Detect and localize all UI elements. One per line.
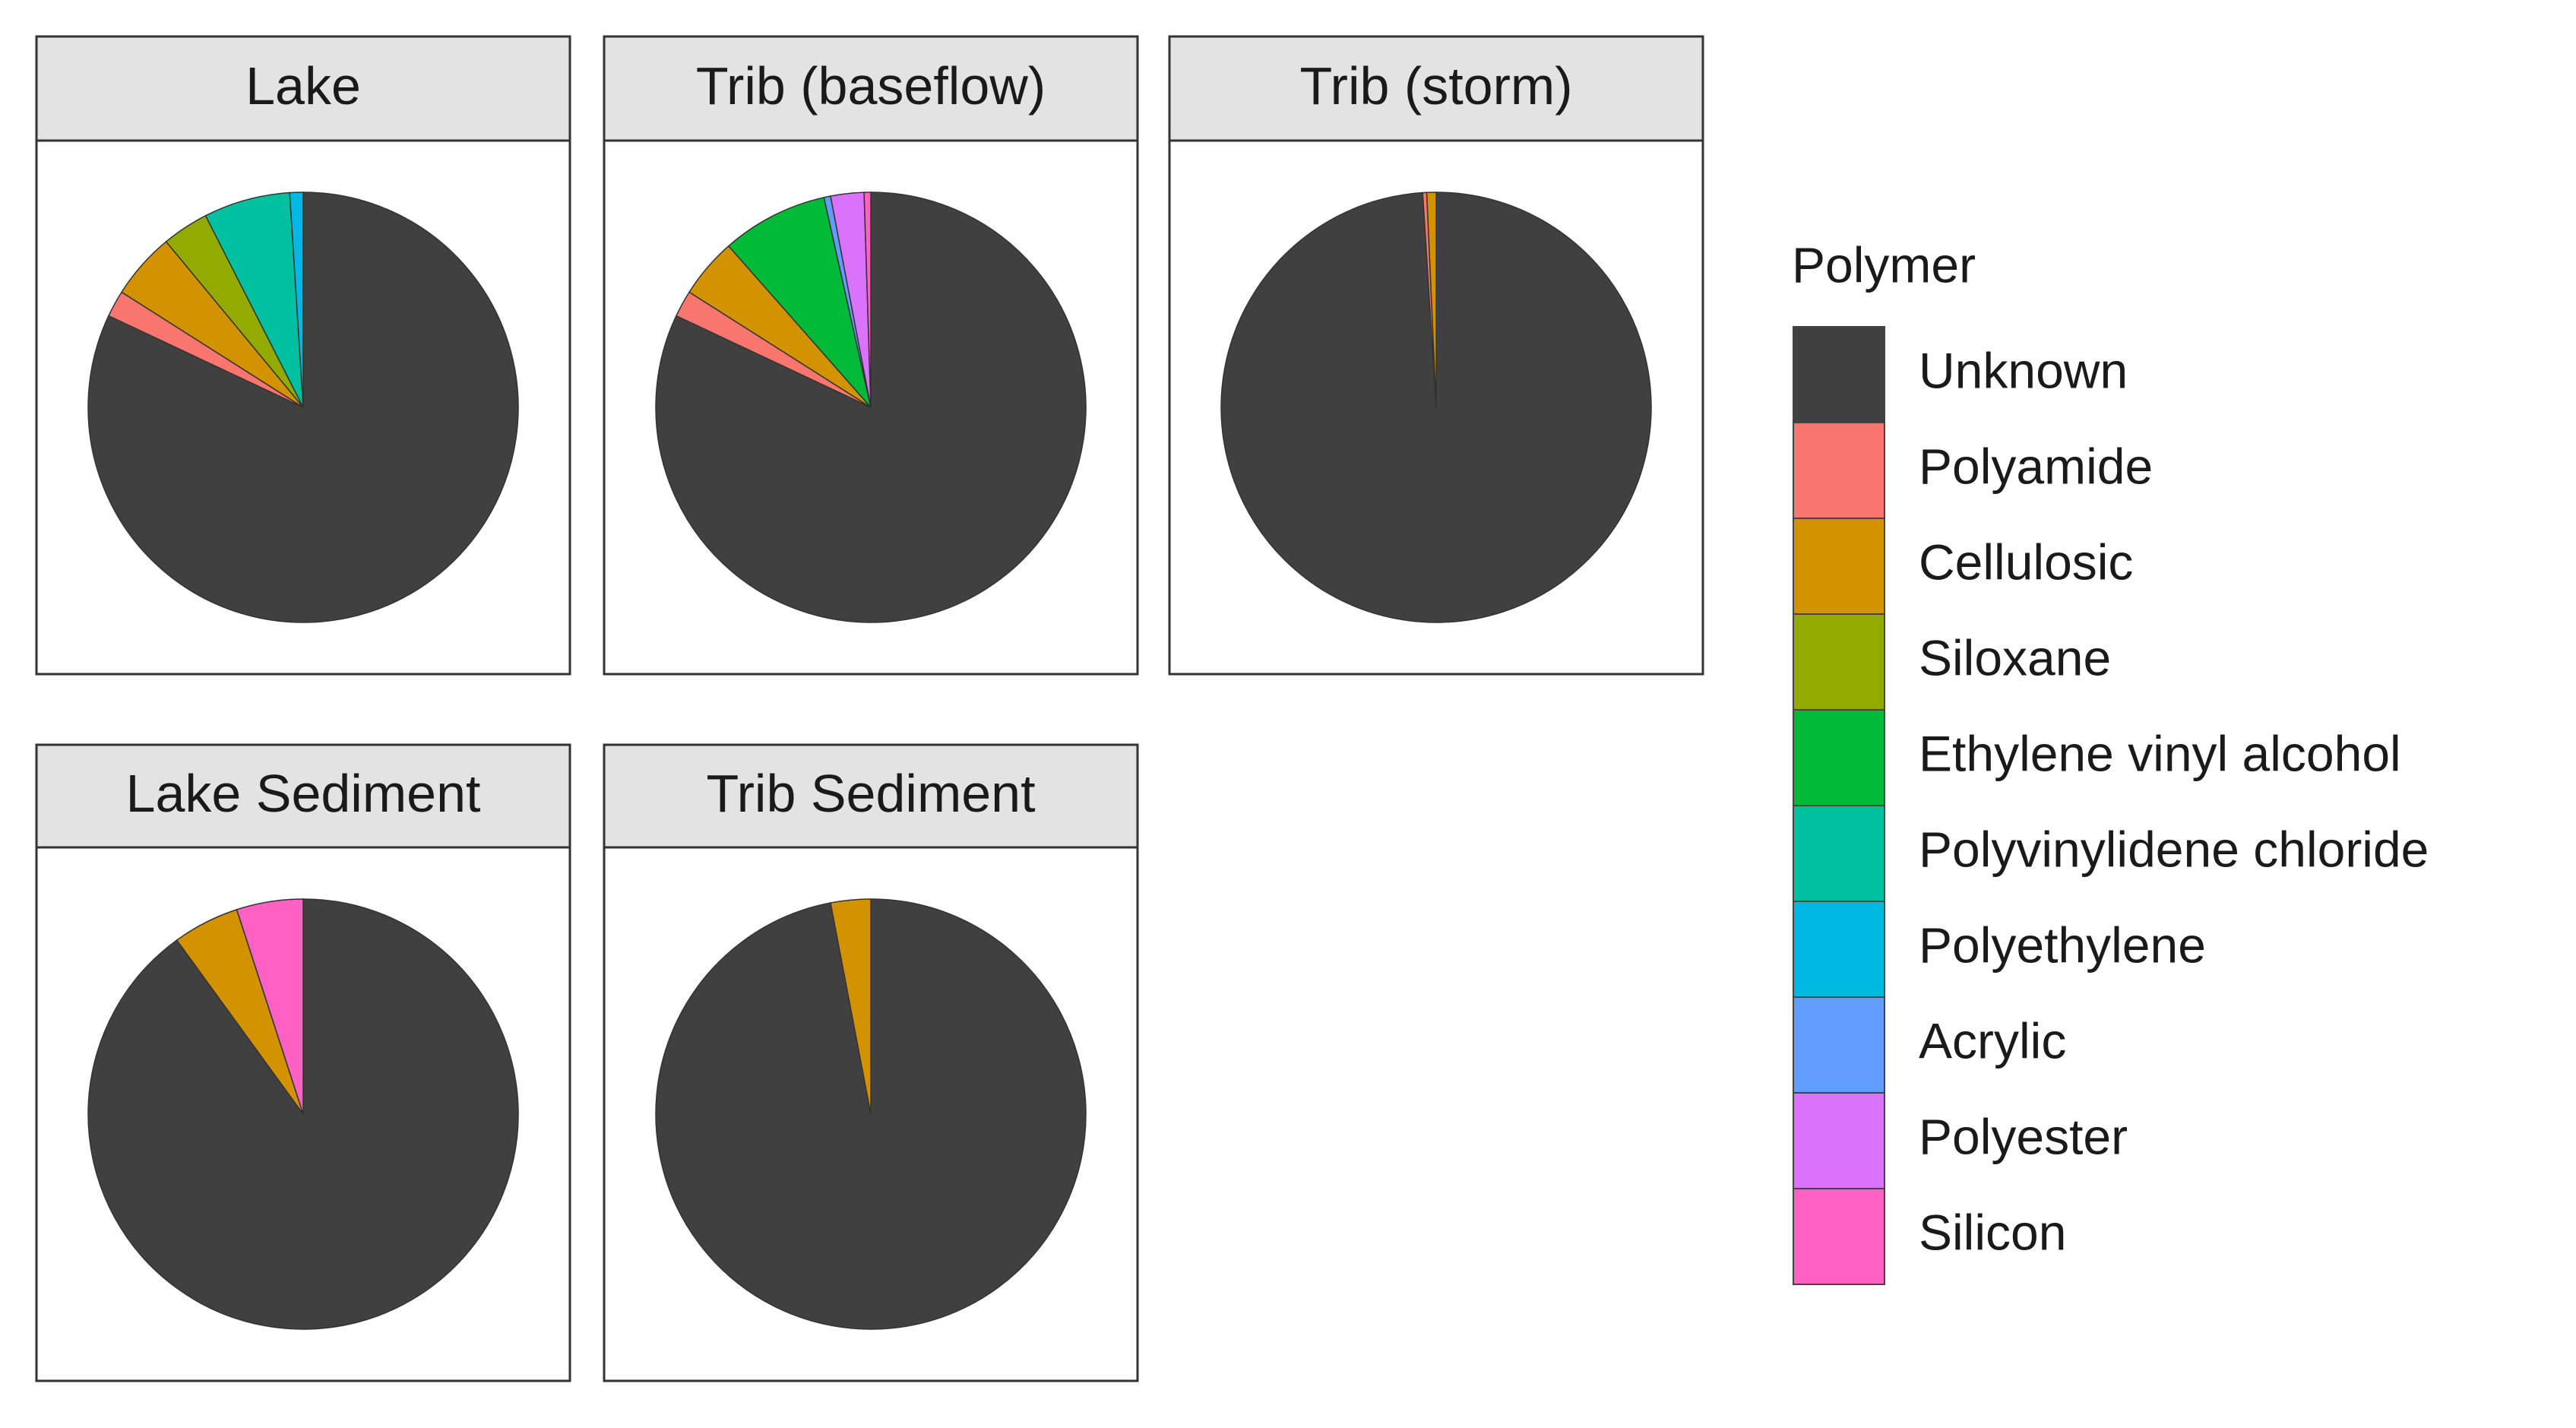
legend-key (1793, 422, 1885, 519)
legend-key (1793, 805, 1885, 902)
pie-slice (830, 898, 872, 1115)
legend-key (1793, 1188, 1885, 1285)
legend-label: Siloxane (1919, 629, 2111, 686)
legend-key (1793, 709, 1885, 806)
strip (1168, 35, 1704, 142)
strip (603, 743, 1139, 849)
pie-slice (204, 192, 304, 408)
legend-key (1793, 901, 1885, 998)
pie-slice (236, 898, 304, 1115)
strip (35, 35, 571, 142)
legend-label: Ethylene vinyl alcohol (1919, 725, 2401, 781)
strip (35, 743, 571, 849)
panel-title: Trib (storm) (1299, 56, 1572, 116)
legend-key (1793, 1092, 1885, 1189)
legend-label: Acrylic (1919, 1012, 2066, 1069)
panel-title: Trib Sediment (706, 764, 1035, 823)
legend-label: Polyamide (1919, 438, 2153, 494)
legend-label: Cellulosic (1919, 534, 2133, 590)
legend-label: Polyethylene (1919, 917, 2206, 973)
panel-title: Lake Sediment (126, 764, 481, 823)
strip (603, 35, 1139, 142)
pie-slice (289, 192, 304, 408)
legend-label: Unknown (1919, 342, 2128, 398)
legend-label: Silicon (1919, 1204, 2066, 1260)
legend-key (1793, 613, 1885, 711)
panel-title: Lake (245, 56, 361, 116)
legend-key (1793, 518, 1885, 615)
panel-title: Trib (baseflow) (696, 56, 1046, 116)
legend-key (1793, 326, 1885, 423)
pie-slice (863, 192, 872, 408)
legend-label: Polyvinylidene chloride (1919, 821, 2429, 877)
legend-key (1793, 996, 1885, 1094)
legend-title: Polymer (1792, 236, 1976, 293)
pie-slice (1426, 192, 1437, 408)
legend-label: Polyester (1919, 1108, 2128, 1164)
